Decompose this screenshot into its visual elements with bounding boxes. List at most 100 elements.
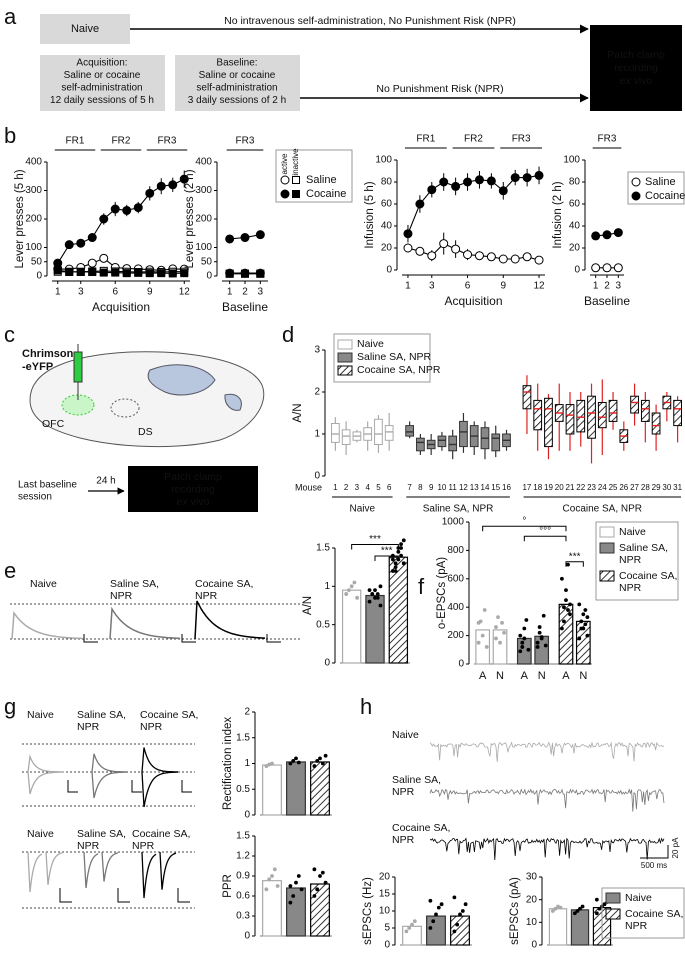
x-tick-label: 30 (662, 483, 671, 492)
marker (534, 170, 544, 180)
data-point (373, 595, 377, 600)
label: Patch clamp (164, 471, 222, 483)
y-tick-label: 40 (569, 221, 581, 232)
legend-label: Saline (306, 174, 337, 186)
marker (415, 246, 425, 256)
marker (99, 214, 109, 224)
data-point (434, 912, 438, 917)
legend-label: Cocaine SA, (625, 908, 683, 920)
x-tick-label: 3 (429, 281, 435, 292)
significance-label: °°° (539, 526, 551, 537)
marker (463, 177, 473, 187)
syringe (73, 351, 83, 383)
data-point (566, 608, 570, 612)
y-tick-label: 0 (386, 265, 392, 276)
scale-bar (67, 780, 78, 793)
scale-bar (117, 888, 130, 903)
x-tick-label: 1 (55, 287, 61, 298)
phase-label: FR3 (598, 134, 617, 145)
series-line (57, 178, 185, 264)
phase-label: FR3 (512, 134, 531, 145)
x-tick-label: 11 (449, 483, 458, 492)
marker (180, 269, 189, 278)
y-tick-label: 0.3 (236, 911, 250, 922)
y-tick-label: 40 (381, 221, 393, 232)
bar (548, 908, 568, 946)
data-point (580, 904, 585, 909)
data-point (373, 588, 377, 593)
marker (156, 181, 166, 191)
legend-marker (280, 189, 290, 199)
x-tick-label: 29 (652, 483, 661, 492)
bar (286, 887, 306, 937)
bar (475, 629, 491, 665)
data-point (583, 622, 588, 627)
y-axis-label: sEPSCs (pA) (509, 877, 521, 945)
x-tick-label: N (538, 670, 546, 682)
data-point (585, 615, 590, 620)
x-tick-label: 3 (78, 287, 84, 298)
phase-label: FR2 (464, 134, 483, 145)
phase-label: FR1 (66, 136, 85, 147)
data-point (494, 636, 498, 641)
x-tick-label: 23 (587, 483, 596, 492)
box (374, 418, 383, 445)
y-axis-label: Rectification index (222, 717, 234, 811)
legend-label: Cocaine (645, 190, 685, 202)
data-point (458, 912, 462, 917)
x-axis-label: Baseline (584, 294, 630, 308)
data-point (562, 619, 566, 624)
scale-bar (640, 845, 669, 859)
label: NPR (132, 840, 155, 852)
legend-swatch (337, 339, 353, 350)
y-tick-label: 15 (379, 889, 391, 900)
label: ex vivo (620, 75, 653, 87)
x-tick-label: 9 (501, 281, 507, 292)
data-point (288, 761, 293, 766)
data-point (294, 880, 298, 885)
scale-bar (181, 780, 192, 793)
data-point (594, 911, 599, 916)
data-point (399, 546, 403, 550)
marker (145, 188, 155, 198)
legend-label: NPR (619, 554, 642, 566)
y-tick-label: 300 (195, 185, 212, 196)
y-tick-label: 600 (447, 573, 464, 584)
naive-box (40, 14, 130, 44)
y-axis-label: Infusion (2 h) (552, 181, 564, 248)
legend-header: active (280, 153, 289, 174)
data-point (562, 605, 566, 610)
data-point (410, 922, 414, 927)
marker (474, 251, 484, 261)
legend-swatch (599, 542, 615, 554)
phase-label: FR2 (112, 136, 131, 147)
data-point (431, 919, 436, 924)
trace (429, 788, 665, 812)
marker (498, 254, 508, 264)
x-tick-label: A (562, 670, 570, 682)
label: ex vivo (177, 496, 210, 508)
legend-label: Cocaine (306, 188, 346, 200)
data-point (318, 756, 322, 761)
marker (498, 186, 508, 196)
x-tick-label: 2 (344, 483, 349, 492)
trace (83, 851, 99, 889)
data-point (522, 626, 527, 631)
box (533, 399, 543, 431)
data-point (484, 645, 489, 649)
marker (111, 268, 120, 277)
box (522, 385, 532, 410)
y-axis-label: o-EPSCs (pA) (436, 557, 448, 629)
panel-letter: g (4, 694, 16, 719)
legend-label: NPR (619, 582, 642, 594)
group-label: Cocaine SA, NPR (563, 504, 642, 515)
data-point (315, 887, 320, 892)
box (587, 395, 596, 439)
data-point (535, 645, 540, 649)
significance-label: ° (522, 516, 526, 527)
marker (240, 233, 250, 243)
group-label: Naive (349, 504, 375, 515)
y-axis-label: A/N (292, 403, 304, 422)
marker (522, 252, 532, 262)
